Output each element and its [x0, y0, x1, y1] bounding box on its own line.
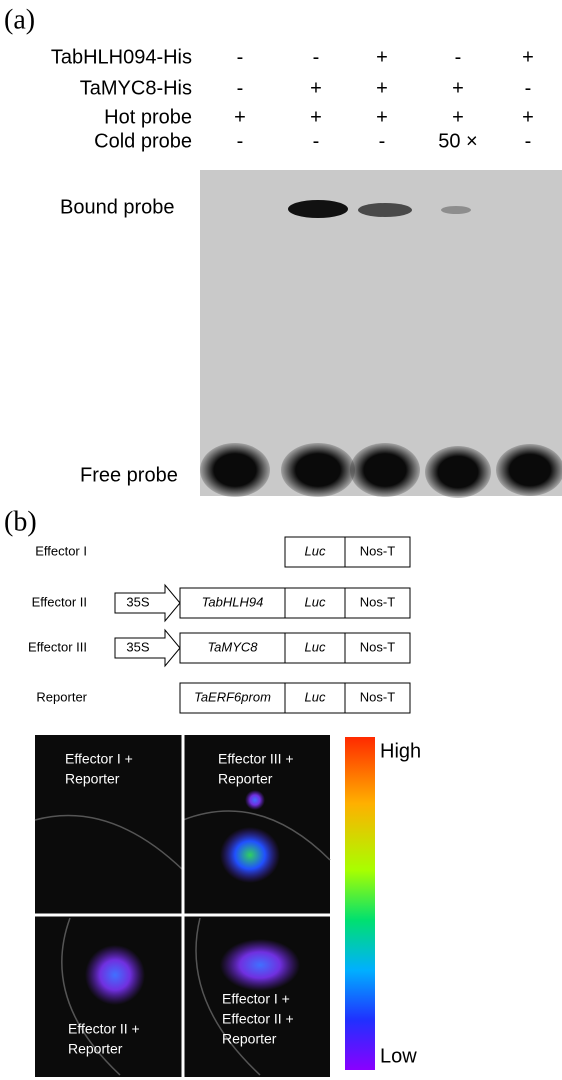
image-caption: Reporter [68, 1041, 123, 1057]
colorbar-label: High [380, 740, 421, 762]
lane-sign: - [313, 130, 320, 152]
lane-sign: - [525, 130, 532, 152]
image-caption: Reporter [222, 1031, 277, 1047]
panel-label: (a) [4, 4, 35, 35]
construct-name: Effector II [32, 594, 87, 609]
construct-name: Reporter [36, 689, 87, 704]
row-label: Cold probe [94, 130, 192, 152]
image-caption: Effector I + [222, 991, 290, 1007]
image-caption: Reporter [218, 771, 273, 787]
lane-sign: + [376, 106, 388, 128]
part-label: Nos-T [360, 543, 395, 558]
row-label: TabHLH094-His [51, 46, 192, 68]
part-label: Luc [305, 639, 326, 654]
lane-sign: + [376, 46, 388, 68]
colorbar-label: Low [380, 1045, 417, 1067]
part-label: Luc [305, 543, 326, 558]
gel-label: Bound probe [60, 196, 175, 218]
lane-sign: - [237, 77, 244, 99]
gel-label: Free probe [80, 464, 178, 486]
lane-sign: - [313, 46, 320, 68]
promoter: 35S [126, 594, 149, 609]
promoter: 35S [126, 639, 149, 654]
lane-sign: + [522, 106, 534, 128]
part-label: Nos-T [360, 689, 395, 704]
lane-sign: + [452, 106, 464, 128]
lane-sign: - [525, 77, 532, 99]
lane-sign: - [237, 46, 244, 68]
image-caption: Effector II + [222, 1011, 294, 1027]
colorbar [345, 737, 375, 1070]
lane-sign: + [310, 77, 322, 99]
image-caption: Effector I + [65, 751, 133, 767]
row-label: Hot probe [104, 106, 192, 128]
construct-name: Effector III [28, 639, 87, 654]
part-label: Nos-T [360, 594, 395, 609]
figure: (a) Bound probe Free probe (b) High Low … [0, 0, 562, 1080]
lane-sign: - [455, 46, 462, 68]
part-label: TaERF6prom [194, 689, 271, 704]
lane-sign: + [452, 77, 464, 99]
part-label: TaMYC8 [207, 639, 258, 654]
image-caption: Effector II + [68, 1021, 140, 1037]
row-label: TaMYC8-His [80, 77, 192, 99]
lane-sign: - [237, 130, 244, 152]
lane-sign: + [234, 106, 246, 128]
lane-sign: + [376, 77, 388, 99]
lane-sign: - [379, 130, 386, 152]
panel-label: (b) [4, 506, 37, 537]
image-caption: Reporter [65, 771, 120, 787]
part-label: Nos-T [360, 639, 395, 654]
image-caption: Effector III + [218, 751, 294, 767]
lane-sign: 50 × [438, 130, 477, 152]
construct-name: Effector I [35, 543, 87, 558]
lane-sign: + [310, 106, 322, 128]
part-label: Luc [305, 594, 326, 609]
part-label: TabHLH94 [202, 594, 264, 609]
lane-sign: + [522, 46, 534, 68]
part-label: Luc [305, 689, 326, 704]
